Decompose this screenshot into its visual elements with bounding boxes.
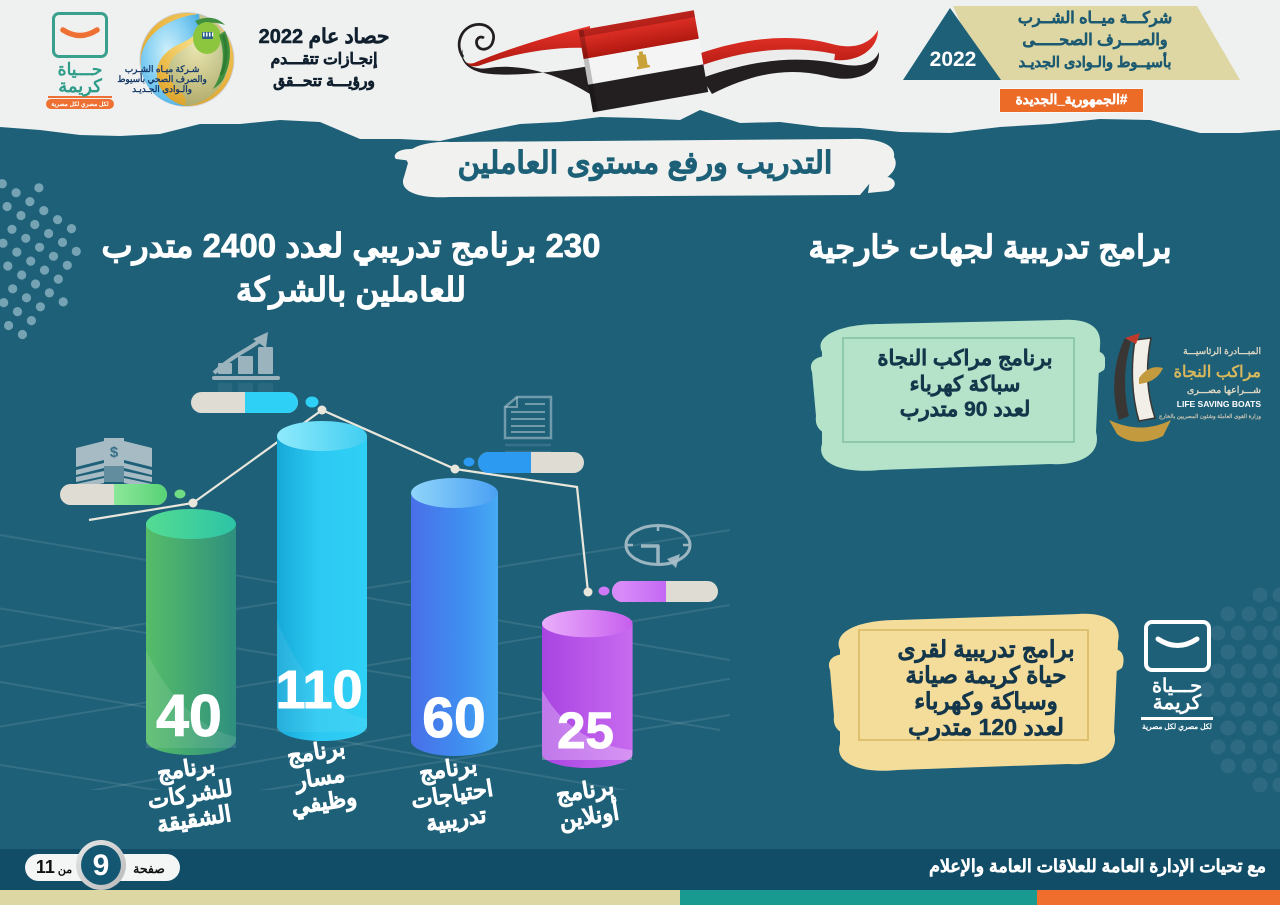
svg-text:$: $ [110, 444, 119, 461]
svg-text:وزارة القوى العاملة وشئون المص: وزارة القوى العاملة وشئون المصريين بالخا… [1159, 413, 1261, 420]
svg-text:المبـــادرة الرئاسيـــة: المبـــادرة الرئاسيـــة [1183, 346, 1261, 357]
svg-text:شـــراعها مصـــرى: شـــراعها مصـــرى [1187, 385, 1261, 396]
svg-text:LIFE SAVING BOATS: LIFE SAVING BOATS [1177, 399, 1262, 409]
svg-text:مراكب النجاة: مراكب النجاة [1174, 364, 1261, 382]
